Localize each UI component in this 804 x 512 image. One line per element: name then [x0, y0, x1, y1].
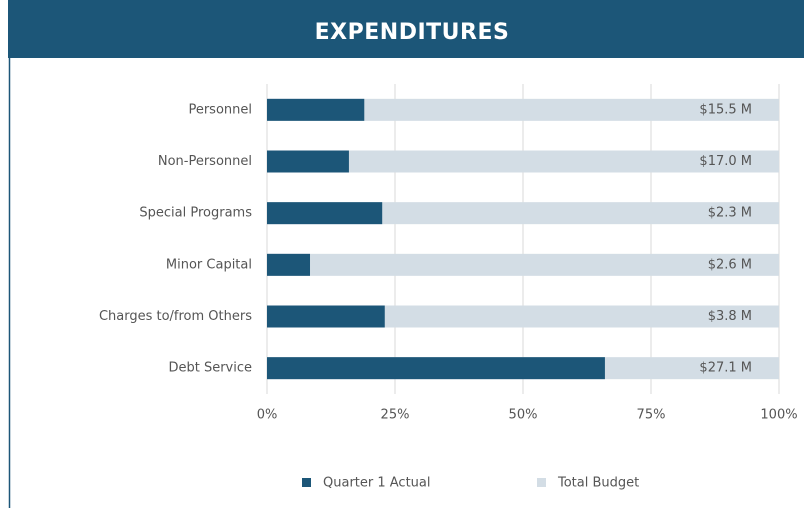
bar: [267, 98, 779, 121]
legend-swatch: [537, 478, 546, 487]
y-tick-label: Debt Service: [168, 361, 252, 376]
annotation: $15.5 M: [699, 102, 752, 117]
legend-label: Total Budget: [557, 476, 639, 491]
bar: [267, 98, 365, 121]
annotation: $27.1 M: [699, 361, 752, 376]
x-tick-label: 75%: [637, 408, 666, 423]
x-tick-label: 0%: [257, 408, 278, 423]
chart-title: EXPENDITURES: [315, 20, 510, 45]
bar: [267, 202, 383, 225]
bar: [267, 305, 385, 328]
bar: [267, 305, 779, 328]
y-tick-label: Personnel: [188, 102, 252, 117]
bar: [267, 202, 779, 225]
header-band: [8, 0, 804, 58]
legend-swatch: [302, 478, 311, 487]
annotation: $3.8 M: [708, 309, 752, 324]
y-tick-label: Non-Personnel: [158, 154, 252, 169]
bar: [267, 150, 349, 173]
y-tick-label: Minor Capital: [166, 257, 252, 272]
legend-label: Quarter 1 Actual: [323, 476, 431, 491]
bar: [267, 253, 779, 276]
annotation: $2.3 M: [708, 206, 752, 221]
y-tick-label: Charges to/from Others: [99, 309, 252, 324]
y-tick-label: Special Programs: [139, 206, 252, 221]
bar: [267, 150, 779, 173]
annotation: $2.6 M: [708, 257, 752, 272]
x-tick-label: 50%: [509, 408, 538, 423]
annotation: $17.0 M: [699, 154, 752, 169]
x-tick-label: 25%: [381, 408, 410, 423]
bar: [267, 253, 311, 276]
x-tick-label: 100%: [760, 408, 797, 423]
bar: [267, 357, 605, 380]
